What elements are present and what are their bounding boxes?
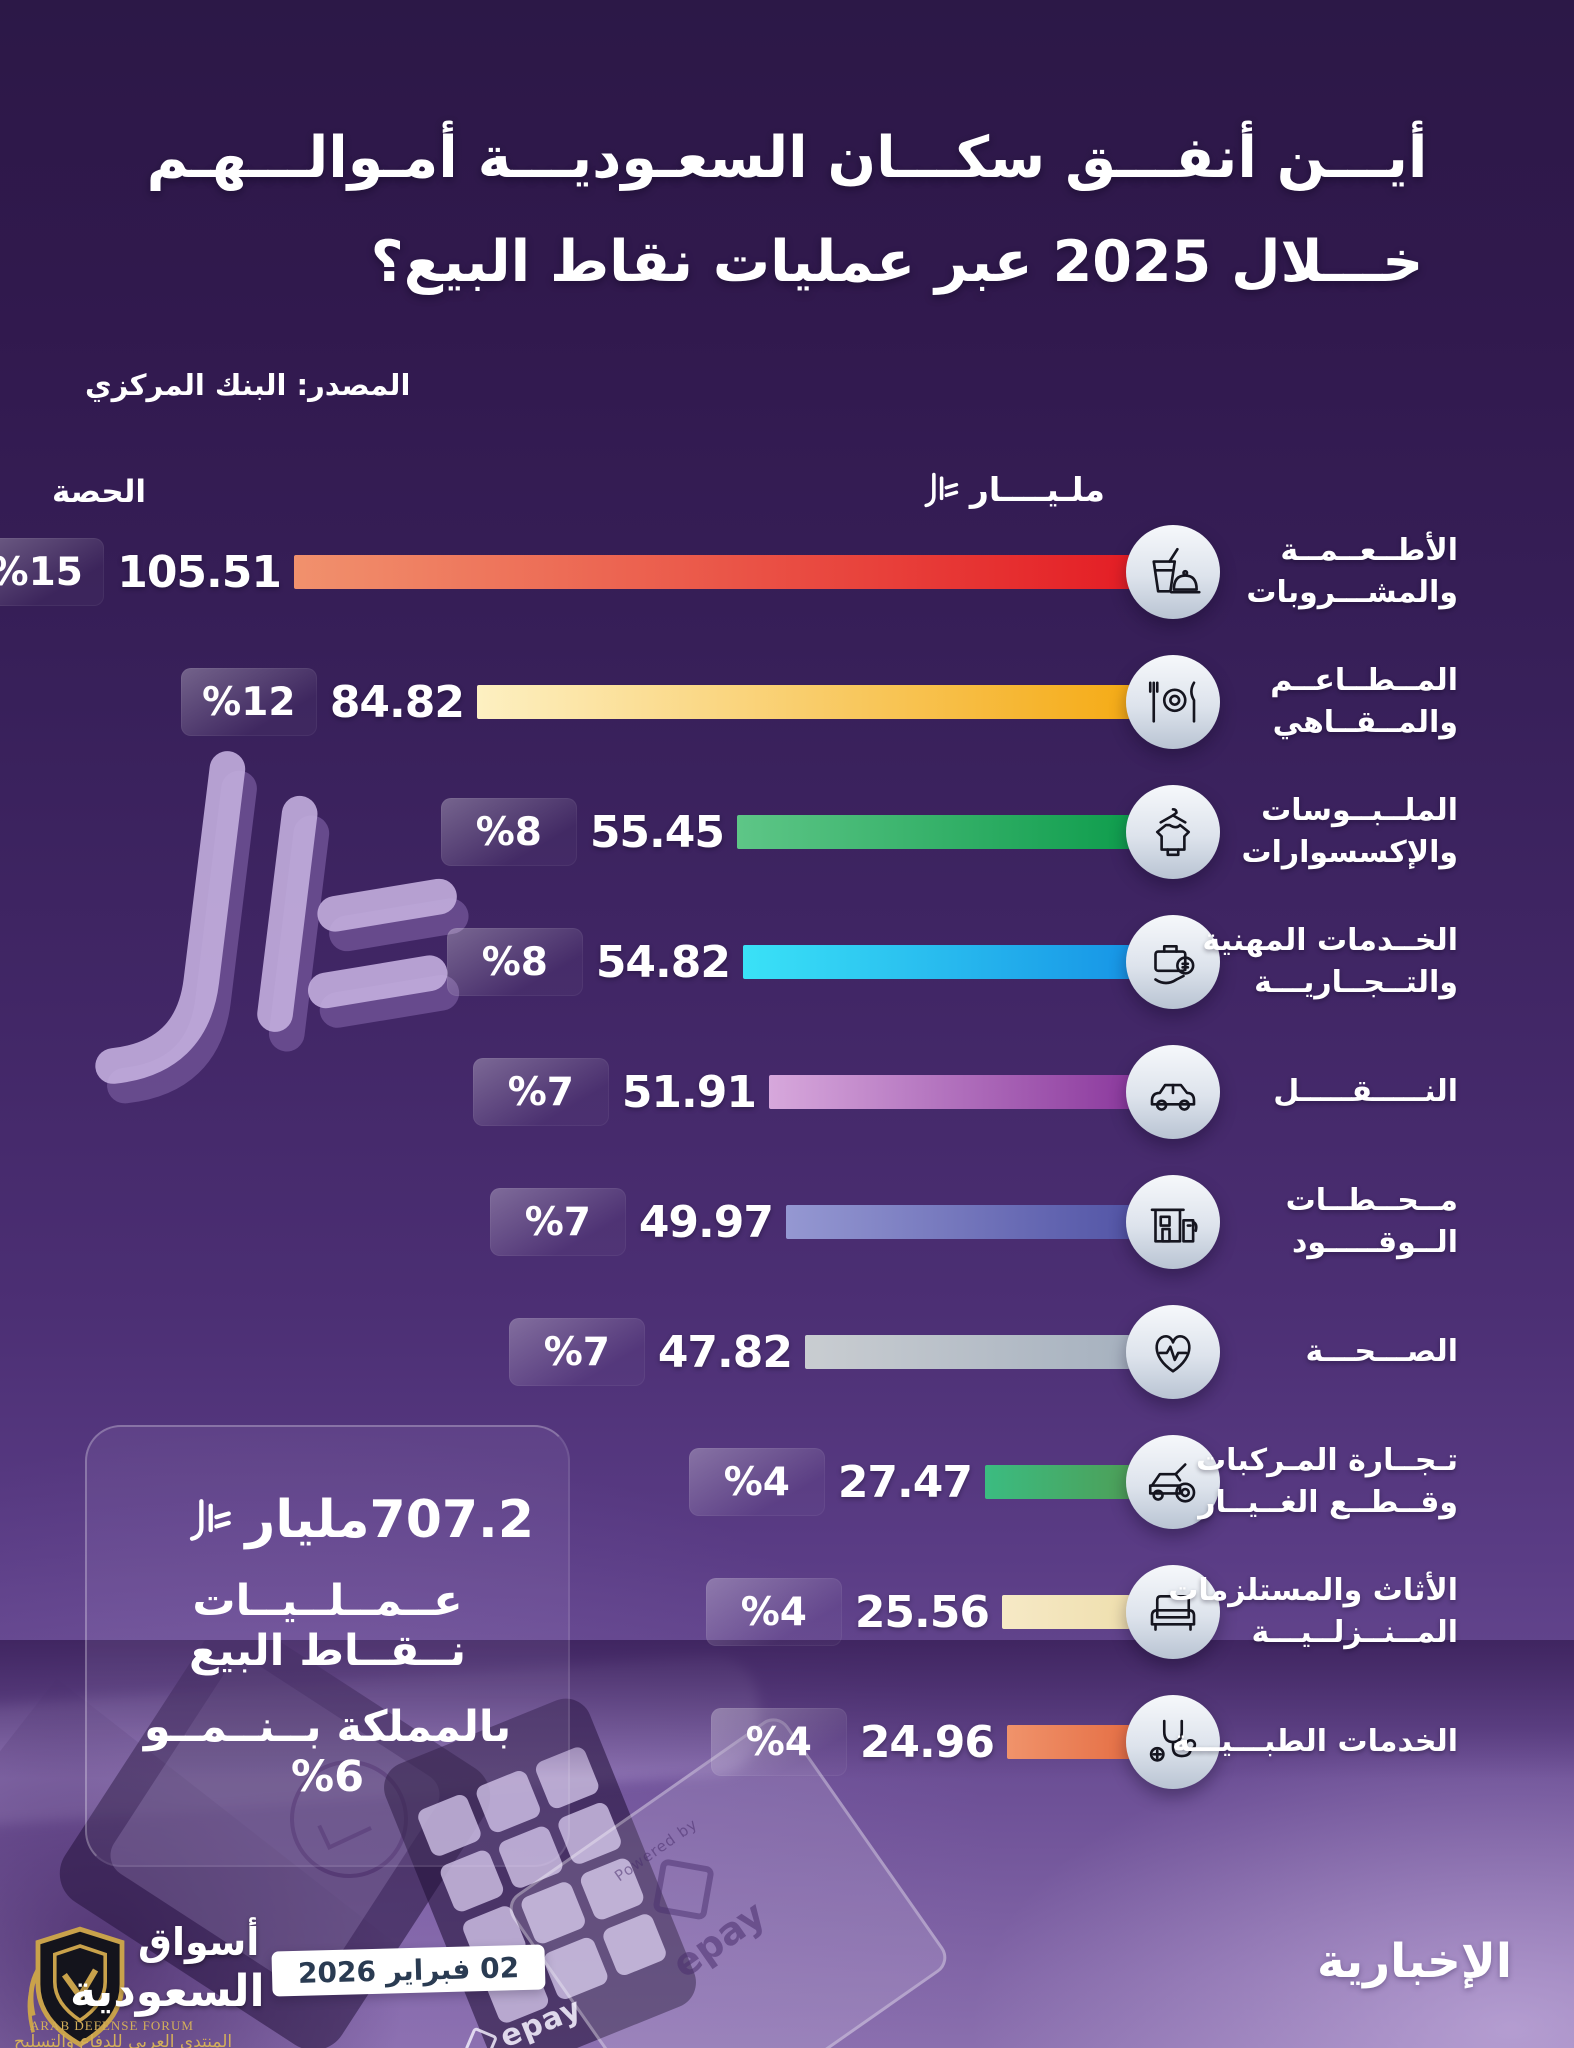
category-label: النـــــقـــــل <box>1273 1074 1458 1109</box>
chart-row: 105.51 %15 <box>0 538 1130 606</box>
riyal-symbol-watermark <box>55 718 521 1166</box>
bar <box>294 555 1130 589</box>
category-label: الخدمات الطبـــيـــة <box>1172 1724 1458 1759</box>
share-badge: %7 <box>489 1188 626 1256</box>
watermark-ar: المنتدى العربي للدفاع والتسليح <box>14 2032 233 2048</box>
share-badge: %15 <box>0 538 105 606</box>
brand-line1: أسواق <box>138 1920 260 1964</box>
chart-row: 27.47 %4 <box>688 1448 1130 1516</box>
share-badge-label: %4 <box>740 1589 807 1635</box>
chart-row: 25.56 %4 <box>705 1578 1130 1646</box>
bar <box>786 1205 1130 1239</box>
growth-percent: %6 <box>290 1752 364 1802</box>
chart-row: 55.45 %8 <box>440 798 1130 866</box>
date-chip: 02 فبراير 2026 <box>271 1944 546 1997</box>
share-badge-label: %8 <box>481 939 548 985</box>
share-badge-label: %4 <box>745 1719 812 1765</box>
chart-row: 51.91 %7 <box>472 1058 1130 1126</box>
billion-label: ملـيــــار <box>969 470 1105 509</box>
vehicle-trade-parts-icon <box>1126 1435 1220 1529</box>
chart-row: 49.97 %7 <box>489 1188 1130 1256</box>
chart-row: 54.82 %8 <box>446 928 1130 996</box>
share-badge-label: %7 <box>507 1069 574 1115</box>
share-badge: %4 <box>688 1448 825 1516</box>
brand-line2: السعودية <box>70 1966 265 2017</box>
share-badge: %8 <box>446 928 583 996</box>
bar <box>743 945 1130 979</box>
food-beverages-icon <box>1126 525 1220 619</box>
riyal-symbol-icon <box>922 471 960 509</box>
riyal-symbol-icon <box>187 1497 233 1543</box>
share-badge: %4 <box>705 1578 842 1646</box>
category-label: الأثاث والمستلزمات المــنــزلــيـــة <box>1168 1573 1458 1650</box>
summary-box: 707.2مليار عــمــلــيــات نــقــاط البيع… <box>85 1425 570 1867</box>
share-badge: %4 <box>710 1708 847 1776</box>
watermark-en: ARAB DEFENSE FORUM <box>30 2018 194 2033</box>
bar-value-label: 84.82 <box>329 676 465 728</box>
chart-row: 84.82 %12 <box>180 668 1130 736</box>
bar-value-label: 54.82 <box>595 936 731 988</box>
riyal-symbol-icon <box>95 751 457 1084</box>
share-column-header: الحصة <box>52 474 146 510</box>
share-badge-label: %12 <box>202 679 296 725</box>
shield-icon <box>27 1926 125 2048</box>
fuel-stations-icon <box>1126 1175 1220 1269</box>
bar-value-label: 25.56 <box>854 1586 990 1638</box>
share-badge: %12 <box>180 668 317 736</box>
title-line1: أيـــن أنفـــق سكـــان السعـوديـــة أمـو… <box>146 125 1428 191</box>
bar-value-label: 49.97 <box>638 1196 774 1248</box>
bar-value-label: 105.51 <box>117 546 282 598</box>
bar <box>1002 1595 1130 1629</box>
medical-services-icon <box>1126 1695 1220 1789</box>
share-badge-label: %7 <box>524 1199 591 1245</box>
photo-fade <box>0 1640 1574 2048</box>
category-label: الملــبــوسات والإكسسوارات <box>1241 793 1458 870</box>
share-badge-label: %7 <box>543 1329 610 1375</box>
bar <box>985 1465 1130 1499</box>
category-label: الصـــحـــة <box>1305 1334 1458 1369</box>
photo-background: epay Powered by epay <box>0 1640 1574 2048</box>
share-badge: %7 <box>472 1058 609 1126</box>
bar-value-label: 47.82 <box>657 1326 793 1378</box>
bar <box>477 685 1130 719</box>
page-title: أيـــن أنفـــق سكـــان السعـوديـــة أمـو… <box>60 104 1514 312</box>
health-icon <box>1126 1305 1220 1399</box>
summary-total-value: 707.2مليار <box>245 1490 534 1550</box>
chart-row: 47.82 %7 <box>508 1318 1130 1386</box>
restaurants-cafes-icon <box>1126 655 1220 749</box>
bar-value-label: 51.91 <box>621 1066 757 1118</box>
category-label: تـجــارة المـركبات وقــطــع الغــيــار <box>1195 1443 1458 1520</box>
bar <box>737 815 1130 849</box>
clothing-accessories-icon <box>1126 785 1220 879</box>
transport-icon <box>1126 1045 1220 1139</box>
source-label: المصدر: البنك المركزي <box>85 368 411 402</box>
share-badge-label: %15 <box>0 549 83 595</box>
furniture-icon <box>1126 1565 1220 1659</box>
share-badge: %7 <box>508 1318 645 1386</box>
share-badge-label: %4 <box>723 1459 790 1505</box>
summary-line2: عــمــلــيــات نــقــاط البيع <box>188 1576 467 1676</box>
chart-row: 24.96 %4 <box>710 1708 1130 1776</box>
category-label: الأطــعــمــة والمشـــروبات <box>1246 533 1458 610</box>
bar-value-label: 27.47 <box>837 1456 973 1508</box>
category-label: الخــدمات المهنية والتــجــاريـــة <box>1202 923 1458 1000</box>
title-line2: خـــلال 2025 عبر عمليات نقاط البيع؟ <box>370 229 1424 295</box>
bar-value-label: 55.45 <box>589 806 725 858</box>
summary-total: 707.2مليار <box>121 1490 534 1550</box>
category-label: المــطــاعــم والمــقــاهي <box>1270 663 1458 740</box>
bar <box>1007 1725 1130 1759</box>
summary-line3: بالمملكة بــنــمــو %6 <box>143 1702 512 1802</box>
bar <box>805 1335 1130 1369</box>
share-badge: %8 <box>440 798 577 866</box>
professional-services-icon <box>1126 915 1220 1009</box>
share-badge-label: %8 <box>475 809 542 855</box>
channel-logo: الإخبارية <box>1316 1934 1512 1989</box>
billion-column-header: ملـيــــار <box>922 470 1105 509</box>
bar-value-label: 24.96 <box>859 1716 995 1768</box>
bar <box>769 1075 1130 1109</box>
category-label: مــحــطــات الــوقـــــود <box>1285 1183 1458 1260</box>
